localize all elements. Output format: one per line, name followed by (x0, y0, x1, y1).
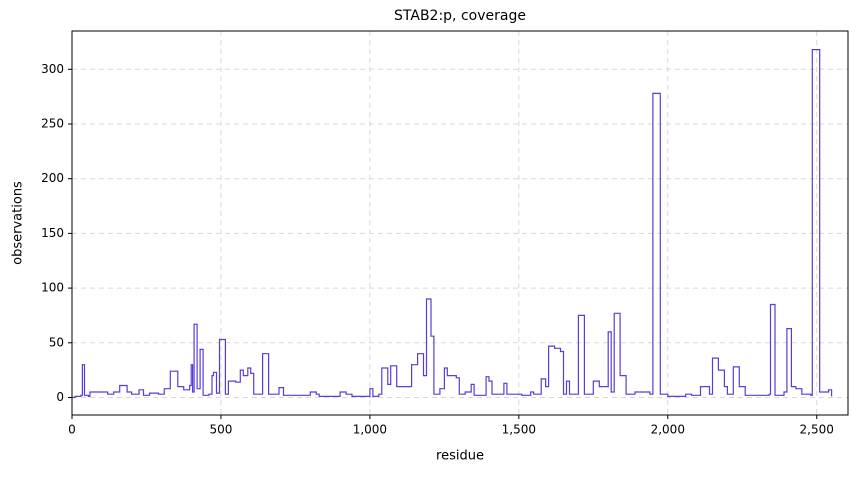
y-tick-label: 50 (49, 335, 64, 349)
x-tick-label: 0 (68, 423, 76, 437)
chart-title: STAB2:p, coverage (394, 8, 526, 24)
x-tick-label: 1,500 (502, 423, 536, 437)
plot-frame (71, 30, 849, 416)
y-axis-label: observations (11, 181, 26, 265)
x-tick-label: 2,500 (800, 423, 834, 437)
x-tick-label: 2,000 (651, 423, 685, 437)
x-tick-label: 500 (209, 423, 232, 437)
y-tick-label: 0 (56, 390, 64, 404)
y-tick-label: 150 (41, 226, 64, 240)
y-tick-label: 300 (41, 62, 64, 76)
x-tick-label: 1,000 (353, 423, 387, 437)
x-axis-label: residue (436, 449, 484, 464)
y-tick-label: 200 (41, 171, 64, 185)
y-tick-label: 100 (41, 281, 64, 295)
coverage-line (72, 49, 833, 399)
y-tick-label: 250 (41, 116, 64, 130)
